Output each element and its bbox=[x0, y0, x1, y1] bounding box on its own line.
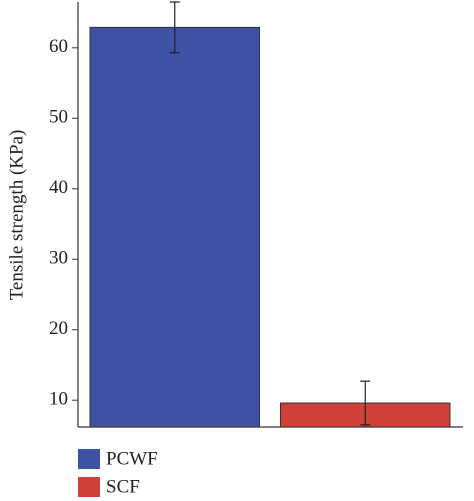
y-tick-label: 50 bbox=[49, 107, 68, 128]
y-tick-label: 10 bbox=[49, 389, 68, 410]
error-bar bbox=[360, 380, 371, 426]
y-tick-label: 30 bbox=[49, 248, 68, 269]
legend-swatch bbox=[78, 477, 100, 497]
legend-label: SCF bbox=[106, 476, 140, 497]
y-tick-label: 40 bbox=[49, 177, 68, 198]
legend-swatch bbox=[78, 449, 100, 469]
error-bar bbox=[169, 1, 180, 54]
y-tick-label: 20 bbox=[49, 318, 68, 339]
bar bbox=[89, 26, 260, 428]
y-axis-label: Tensile strength (KPa) bbox=[6, 130, 27, 301]
legend-label: PCWF bbox=[106, 448, 158, 469]
y-tick-label: 60 bbox=[49, 36, 68, 57]
